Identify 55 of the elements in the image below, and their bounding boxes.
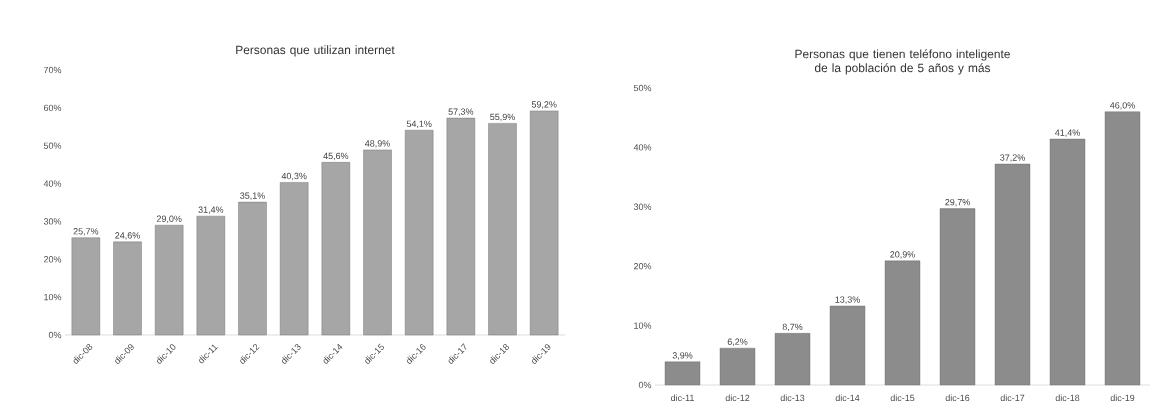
- chart-title: Personas que utilizan internet: [236, 45, 395, 57]
- data-label: 29,0%: [156, 215, 182, 224]
- data-label: 25,7%: [73, 228, 99, 236]
- y-tick-label: 70%: [43, 66, 62, 74]
- bar: [829, 305, 866, 386]
- y-tick-label: 0%: [638, 381, 652, 389]
- y-tick-label: 50%: [43, 142, 62, 149]
- x-tick-label: dic-17: [1000, 394, 1025, 402]
- data-label: 57,3%: [448, 108, 474, 116]
- bar: [719, 347, 756, 386]
- x-tick-label: dic-13: [780, 394, 805, 402]
- bar: [939, 208, 976, 386]
- data-label: 40,3%: [281, 172, 307, 181]
- data-label: 59,2%: [531, 101, 557, 109]
- x-tick-label: dic-14: [835, 394, 860, 402]
- data-label: 46,0%: [1109, 102, 1135, 110]
- y-tick-label: 10%: [44, 293, 62, 301]
- x-tick-label: dic-12: [725, 394, 750, 402]
- bar: [1104, 111, 1141, 386]
- bar: [774, 333, 811, 386]
- y-tick-label: 20%: [634, 263, 652, 270]
- data-label: 20,9%: [890, 251, 915, 259]
- data-label: 45,6%: [323, 152, 349, 161]
- data-label: 35,1%: [240, 192, 265, 200]
- data-label: 37,2%: [1000, 154, 1025, 162]
- bar: [994, 163, 1031, 386]
- data-label: 48,9%: [364, 140, 390, 148]
- chart-title: Personas que tienen teléfono inteligente de la población de 5 años y más: [795, 49, 1010, 75]
- y-tick-label: 30%: [633, 203, 652, 210]
- data-label: 31,4%: [198, 206, 224, 214]
- data-label: 24,6%: [115, 232, 140, 240]
- y-tick-label: 60%: [43, 104, 62, 112]
- y-tick-label: 0%: [48, 331, 62, 339]
- x-tick-label: dic-19: [1110, 394, 1135, 402]
- x-tick-label: dic-15: [890, 394, 915, 402]
- data-label: 3,9%: [672, 352, 693, 360]
- bar: [884, 260, 921, 386]
- bar: [664, 361, 701, 386]
- data-label: 55,9%: [490, 113, 515, 122]
- data-label: 13,3%: [835, 296, 860, 304]
- data-label: 8,7%: [782, 323, 803, 332]
- x-tick-label: dic-16: [945, 394, 970, 402]
- bar: [1049, 138, 1086, 386]
- x-tick-label: dic-18: [1055, 394, 1080, 402]
- data-label: 6,2%: [727, 338, 748, 346]
- y-tick-label: 30%: [43, 218, 62, 225]
- y-tick-label: 40%: [43, 180, 62, 187]
- y-tick-label: 40%: [633, 144, 652, 151]
- data-label: 29,7%: [945, 198, 970, 207]
- y-tick-label: 20%: [43, 256, 62, 263]
- data-label: 54,1%: [406, 120, 432, 128]
- data-label: 41,4%: [1054, 129, 1080, 137]
- x-tick-label: dic-11: [671, 394, 694, 402]
- y-tick-label: 50%: [633, 84, 652, 92]
- y-tick-label: 10%: [634, 322, 652, 329]
